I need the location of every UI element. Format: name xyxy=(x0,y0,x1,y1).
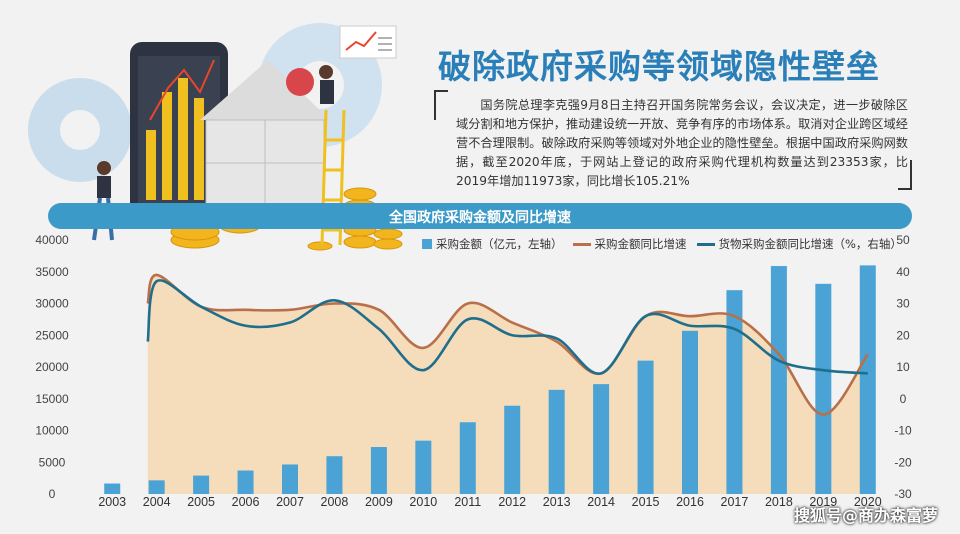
bar xyxy=(726,290,743,494)
y-left-tick-label: 35000 xyxy=(35,265,69,279)
legend-swatch-bar xyxy=(422,239,432,249)
legend-item-bar: 采购金额（亿元，左轴） xyxy=(422,236,563,252)
x-tick-label: 2013 xyxy=(543,495,571,509)
x-tick-label: 2015 xyxy=(632,495,660,509)
chart-title: 全国政府采购金额及同比增速 xyxy=(389,210,571,226)
illustration xyxy=(28,23,403,251)
y-left-tick-label: 40000 xyxy=(35,233,69,247)
puzzle-house-icon xyxy=(200,60,330,207)
x-tick-label: 2006 xyxy=(232,495,260,509)
y-right-tick-label: -10 xyxy=(894,424,912,438)
legend-swatch-orange xyxy=(572,242,591,246)
bar xyxy=(682,330,698,494)
bar xyxy=(370,447,387,494)
series-line-teal xyxy=(146,279,868,375)
x-tick-label: 2009 xyxy=(365,495,393,509)
series-line-orange xyxy=(146,273,869,416)
x-tick-label: 2003 xyxy=(98,495,126,509)
chart-legend: 采购金额（亿元，左轴） 采购金额同比增速 货物采购金额同比增速（%，右轴） xyxy=(422,236,902,252)
y-left-tick-label: 10000 xyxy=(35,424,69,438)
y-right-tick-label: 50 xyxy=(896,233,910,247)
bar xyxy=(637,360,654,494)
x-tick-label: 2005 xyxy=(187,495,215,509)
x-tick-label: 2011 xyxy=(454,495,481,509)
gear-icon xyxy=(28,78,132,182)
x-tick-label: 2019 xyxy=(809,495,837,509)
intro-text: 国务院总理李克强9月8日主持召开国务院常务会议，会议决定，进一步破除区域分割和地… xyxy=(456,98,908,188)
y-left-tick-label: 0 xyxy=(49,487,56,501)
legend-label-bar: 采购金额（亿元，左轴） xyxy=(436,237,563,251)
page-title: 破除政府采购等领域隐性壁垒 xyxy=(438,47,880,86)
y-left-tick-label: 15000 xyxy=(35,392,69,406)
y-left-tick-label: 5000 xyxy=(39,455,66,469)
y-right-tick-label: 0 xyxy=(900,392,907,406)
x-tick-label: 2012 xyxy=(498,495,526,509)
chart-banner: 全国政府采购金额及同比增速 xyxy=(48,203,912,229)
bar xyxy=(504,405,521,494)
x-tick-label: 2017 xyxy=(721,495,749,509)
bar xyxy=(326,456,343,494)
x-tick-label: 2016 xyxy=(676,495,704,509)
bar xyxy=(237,470,254,494)
bar xyxy=(104,483,121,494)
y-left-tick-label: 30000 xyxy=(35,297,69,311)
growth-chart-icon xyxy=(339,25,397,59)
y-right-tick-label: 20 xyxy=(896,328,910,342)
bar xyxy=(282,464,298,494)
y-left-tick-label: 20000 xyxy=(35,360,69,374)
legend-swatch-teal xyxy=(696,242,715,246)
bar xyxy=(148,480,165,494)
x-tick-label: 2018 xyxy=(765,495,793,509)
x-tick-label: 2020 xyxy=(854,495,882,509)
legend-label-teal: 货物采购金额同比增速（%，右轴） xyxy=(718,237,902,251)
bar xyxy=(770,266,787,494)
bar xyxy=(193,475,210,494)
bar xyxy=(593,384,610,494)
quote-bracket-right xyxy=(898,160,912,190)
y-left-tick-label: 25000 xyxy=(35,328,69,342)
y-right-tick-label: -30 xyxy=(894,487,912,501)
x-tick-label: 2004 xyxy=(143,495,171,509)
y-right-tick-label: 10 xyxy=(896,360,910,374)
x-tick-label: 2010 xyxy=(409,495,437,509)
x-tick-label: 2007 xyxy=(276,495,304,509)
bar xyxy=(548,389,565,494)
legend-item-teal: 货物采购金额同比增速（%，右轴） xyxy=(696,236,902,252)
y-right-tick-label: 40 xyxy=(896,265,910,279)
bar xyxy=(815,283,832,494)
legend-item-orange: 采购金额同比增速 xyxy=(572,236,687,252)
watermark: 搜狐号@商办森富萝 xyxy=(793,506,938,525)
person-icon xyxy=(319,65,334,104)
bar xyxy=(859,265,876,494)
quote-bracket-left xyxy=(434,90,448,120)
x-tick-label: 2014 xyxy=(587,495,615,509)
bar xyxy=(415,440,432,494)
legend-label-orange: 采购金额同比增速 xyxy=(594,237,687,251)
y-right-tick-label: 30 xyxy=(896,297,910,311)
bar xyxy=(459,422,476,494)
x-tick-label: 2008 xyxy=(321,495,349,509)
y-right-tick-label: -20 xyxy=(894,455,912,469)
